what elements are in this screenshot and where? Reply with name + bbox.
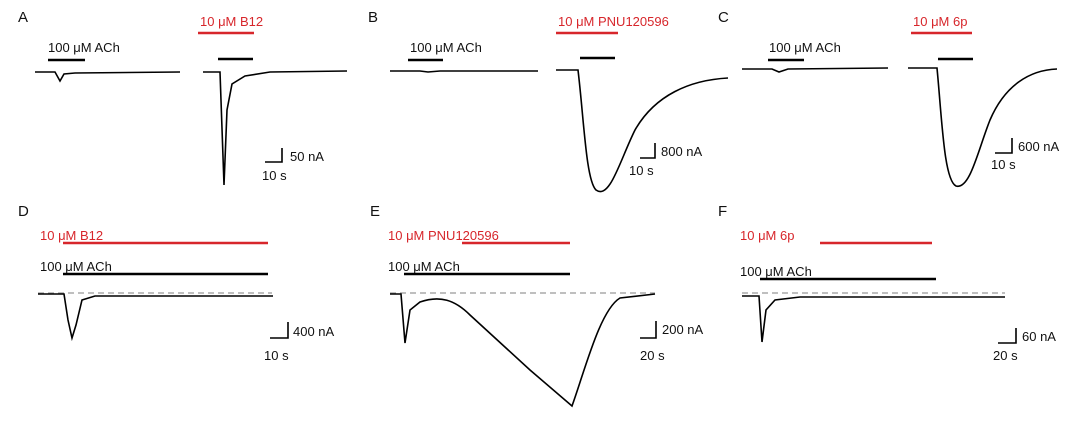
panel-e: E 10 μM PNU120596 100 μM ACh 200 nA 20 s [370, 203, 704, 408]
scale-time: 20 s [640, 348, 665, 363]
agonist-label: 100 μM ACh [48, 40, 120, 55]
scale-time: 10 s [264, 348, 289, 363]
agonist-label: 100 μM ACh [769, 40, 841, 55]
scale-current: 400 nA [293, 324, 335, 339]
scale-bar [640, 321, 657, 339]
scale-bar [995, 138, 1013, 154]
agonist-label: 100 μM ACh [410, 40, 482, 55]
modulator-label: 10 μM PNU120596 [388, 228, 499, 243]
modulator-label: 10 μM PNU120596 [558, 14, 669, 29]
scale-time: 20 s [993, 348, 1018, 363]
trace [390, 70, 538, 73]
modulator-label: 10 μM B12 [40, 228, 103, 243]
modulator-label: 10 μM 6p [913, 14, 967, 29]
trace [390, 293, 656, 408]
panel-letter: C [718, 9, 729, 26]
trace [742, 295, 1005, 343]
panel-letter: D [18, 203, 29, 220]
panel-c: C 100 μM ACh 10 μM 6p 600 nA 10 s [718, 9, 1060, 187]
scale-time: 10 s [991, 157, 1016, 172]
trace [38, 293, 273, 342]
agonist-label: 100 μM ACh [40, 259, 112, 274]
agonist-label: 100 μM ACh [740, 264, 812, 279]
scale-time: 10 s [262, 168, 287, 183]
scale-current: 200 nA [662, 322, 704, 337]
panel-d: D 10 μM B12 100 μM ACh 400 nA 10 s [18, 203, 335, 363]
scale-current: 50 nA [290, 149, 324, 164]
panel-letter: E [370, 203, 380, 220]
panel-f: F 10 μM 6p 100 μM ACh 60 nA 20 s [718, 203, 1056, 363]
trace [35, 71, 181, 83]
trace [203, 70, 348, 186]
scale-current: 600 nA [1018, 139, 1060, 154]
scale-time: 10 s [629, 163, 654, 178]
panel-letter: F [718, 203, 727, 220]
panel-letter: B [368, 9, 378, 26]
modulator-label: 10 μM 6p [740, 228, 794, 243]
panel-letter: A [18, 9, 28, 26]
trace [742, 67, 889, 73]
scale-bar [270, 322, 289, 339]
trace [908, 67, 1058, 187]
panel-a: A 100 μM ACh 10 μM B12 50 nA 10 s [18, 9, 348, 186]
scale-bar [998, 328, 1017, 344]
scale-current: 800 nA [661, 144, 703, 159]
scale-current: 60 nA [1022, 329, 1056, 344]
modulator-label: 10 μM B12 [200, 14, 263, 29]
scale-bar [640, 143, 656, 159]
panel-b: B 100 μM ACh 10 μM PNU120596 800 nA 10 s [368, 9, 729, 193]
agonist-label: 100 μM ACh [388, 259, 460, 274]
scale-bar [265, 148, 283, 163]
trace [556, 69, 729, 193]
